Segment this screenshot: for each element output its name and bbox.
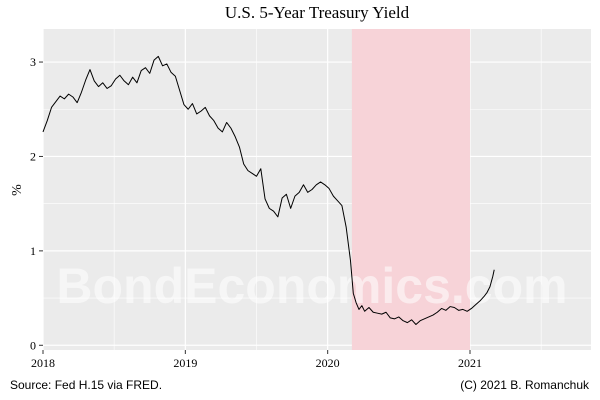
x-tick-label: 2021 xyxy=(458,356,482,370)
series-line xyxy=(42,55,495,326)
y-tick-label: 0 xyxy=(30,338,36,352)
y-axis-label: % xyxy=(10,184,25,196)
plot-panel xyxy=(43,29,591,350)
watermark-text: BondEconomics.com xyxy=(56,258,567,314)
x-tick-label: 2018 xyxy=(31,356,55,370)
source-caption: Source: Fed H.15 via FRED. xyxy=(10,378,162,392)
y-tick-label: 1 xyxy=(30,244,36,258)
recession-band xyxy=(351,29,471,350)
copyright-caption: (C) 2021 B. Romanchuk xyxy=(460,378,590,392)
y-tick-label: 3 xyxy=(30,55,36,69)
chart-title: U.S. 5-Year Treasury Yield xyxy=(225,3,410,22)
x-tick-label: 2019 xyxy=(173,356,197,370)
watermark: BondEconomics.com xyxy=(56,258,567,314)
x-tick-label: 2020 xyxy=(316,356,340,370)
x-axis: 2018 2019 2020 2021 xyxy=(31,350,482,370)
y-tick-label: 2 xyxy=(30,149,36,163)
y-axis: 0 1 2 3 xyxy=(30,55,43,352)
